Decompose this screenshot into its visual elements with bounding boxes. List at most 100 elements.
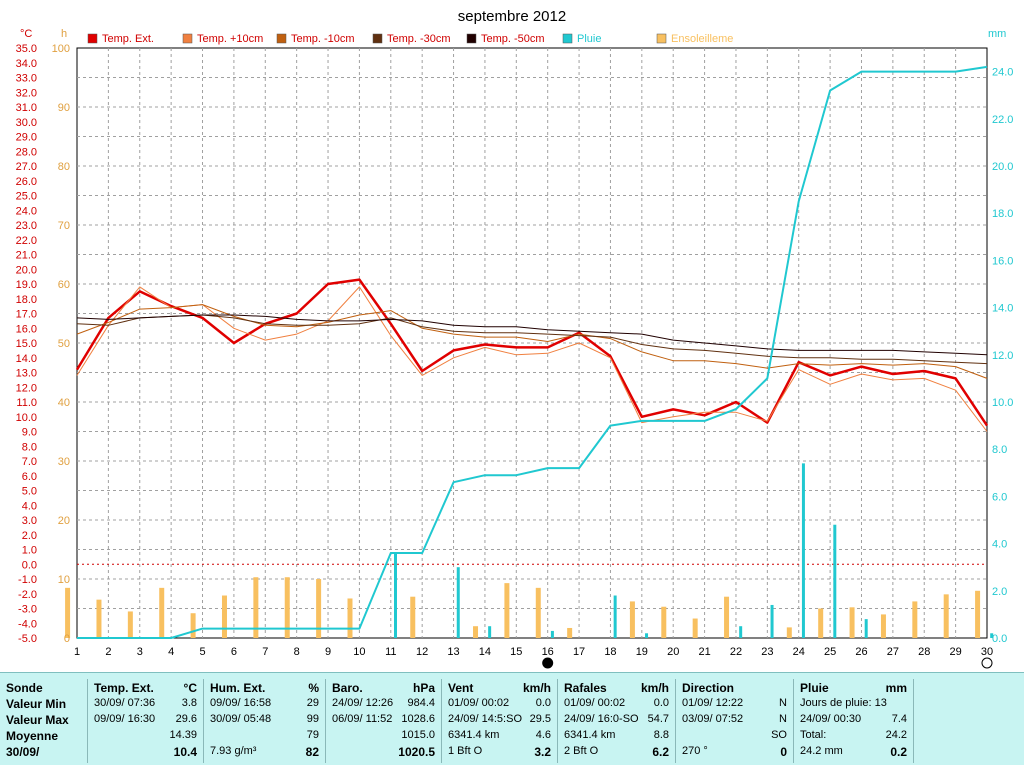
rain-tick-label: 14.0 (992, 303, 1013, 315)
temp-max-date: 09/09/ 16:30 (94, 713, 156, 725)
hum-avg: 79 (306, 729, 319, 741)
temp-tick-label: 14.0 (16, 353, 37, 365)
day-tick-label: 10 (353, 646, 365, 658)
rafales-beaufort: 2 Bft O (564, 745, 599, 757)
day-tick-label: 15 (510, 646, 522, 658)
series-line (76, 314, 988, 365)
day-tick-label: 16 (542, 646, 554, 658)
sun-tick-label: 70 (58, 220, 70, 232)
baro-current: 1020.5 (398, 745, 435, 759)
temp-tick-label: 24.0 (16, 205, 37, 217)
legend-swatch (276, 33, 287, 44)
temp-axis-unit: °C (20, 28, 32, 40)
day-tick-label: 17 (573, 646, 585, 658)
day-tick-label: 23 (761, 646, 773, 658)
hum-current: 82 (305, 745, 319, 759)
temp-tick-label: 8.0 (22, 441, 37, 453)
direction-header: Direction (682, 681, 735, 695)
sun-tick-label: 30 (58, 456, 70, 468)
rain-tick-label: 24.0 (992, 67, 1013, 79)
day-tick-label: 24 (793, 646, 805, 658)
plot-frame (76, 47, 988, 639)
temp-tick-label: 0.0 (22, 559, 37, 571)
hum-max-value: 99 (306, 713, 319, 725)
rain-tick-label: 6.0 (992, 491, 1007, 503)
rain-tick-label: 4.0 (992, 539, 1007, 551)
sun-tick-label: 60 (58, 279, 70, 291)
baro-column: Baro. hPa 24/09/ 12:26 984.4 06/09/ 11:52 1… (326, 679, 442, 763)
rain-tick-label: 16.0 (992, 255, 1013, 267)
moon-phase-icon (542, 657, 554, 669)
vent-unit: km/h (522, 681, 551, 695)
sunshine-bar (786, 627, 792, 638)
day-tick-label: 2 (105, 646, 111, 658)
temp-tick-label: 17.0 (16, 309, 37, 321)
day-tick-label: 18 (604, 646, 616, 658)
rain-bar (550, 630, 554, 638)
day-tick-label: 8 (294, 646, 300, 658)
sunshine-bar (221, 595, 227, 638)
temp-tick-label: -5.0 (18, 633, 37, 645)
day-tick-label: 1 (74, 646, 80, 658)
temp-tick-label: 29.0 (16, 132, 37, 144)
pluie-total-label: Total: (800, 729, 827, 741)
temp-tick-label: 23.0 (16, 220, 37, 232)
temp-tick-label: -2.0 (18, 589, 37, 601)
temp-max-value: 29.6 (175, 713, 197, 725)
sunshine-bar (692, 618, 698, 638)
day-tick-label: 26 (855, 646, 867, 658)
hum-header: Hum. Ext. (210, 681, 266, 695)
temp-tick-label: 15.0 (16, 338, 37, 350)
temp-tick-label: 11.0 (16, 397, 37, 409)
pluie-column: Pluie mm Jours de pluie: 13 24/09/ 00:30 7… (794, 679, 914, 763)
pluie-max-value: 7.4 (891, 713, 907, 725)
day-tick-label: 27 (887, 646, 899, 658)
sunshine-bar (535, 587, 541, 638)
rafales-header: Rafales (564, 681, 607, 695)
rain-bar (645, 633, 649, 638)
sun-tick-label: 20 (58, 515, 70, 527)
direction-column: Direction 01/09/ 12:22 N 03/09/ 07:52 N SO… (676, 679, 794, 763)
vent-max-date: 24/09/ 14:5:SO (448, 713, 522, 725)
day-tick-label: 20 (667, 646, 679, 658)
legend-label: Temp. -50cm (481, 33, 545, 45)
series-line (76, 286, 988, 432)
rain-bar (613, 595, 617, 638)
rafales-current: 6.2 (652, 745, 669, 759)
temp-tick-label: 26.0 (16, 176, 37, 188)
series-line (76, 314, 988, 356)
legend-label: Ensoleilleme (671, 33, 733, 45)
day-tick-label: 30 (981, 646, 993, 658)
direction-min-date: 01/09/ 12:22 (682, 697, 744, 709)
legend-swatch (372, 33, 383, 44)
day-tick-label: 22 (730, 646, 742, 658)
sunshine-bar (818, 608, 824, 638)
direction-degrees: 270 ° (682, 745, 708, 757)
temp-tick-label: 10.0 (16, 412, 37, 424)
sonde-row-max: Valeur Max (6, 713, 69, 727)
sunshine-bar (159, 587, 165, 638)
rafales-min-value: 0.0 (653, 697, 669, 709)
direction-max-date: 03/09/ 07:52 (682, 713, 744, 725)
temp-tick-label: 34.0 (16, 58, 37, 70)
rafales-column: Rafales km/h 01/09/ 00:02 0.0 24/09/ 16:0-… (558, 679, 676, 763)
sunshine-bar (567, 627, 573, 638)
temp-tick-label: 25.0 (16, 191, 37, 203)
moon-phase-icon (981, 657, 993, 669)
vent-header: Vent (448, 681, 474, 695)
sun-tick-label: 10 (58, 574, 70, 586)
rafales-avg: 8.8 (653, 729, 669, 741)
temp-column: Temp. Ext. °C 30/09/ 07:36 3.8 09/09/ 16:3… (88, 679, 204, 763)
temp-tick-label: 16.0 (16, 323, 37, 335)
sunshine-bar (410, 596, 416, 638)
pluie-month-total: 24.2 mm (800, 745, 843, 757)
temp-tick-label: 7.0 (22, 456, 37, 468)
rain-bar (394, 553, 397, 638)
pluie-rain-days: Jours de pluie: 13 (800, 697, 887, 709)
sunshine-bar (190, 613, 196, 638)
temp-min-date: 30/09/ 07:36 (94, 697, 156, 709)
legend-swatch (562, 33, 573, 44)
vent-max-value: 29.5 (529, 713, 551, 725)
sun-tick-label: 80 (58, 161, 70, 173)
temp-tick-label: -4.0 (18, 618, 37, 630)
